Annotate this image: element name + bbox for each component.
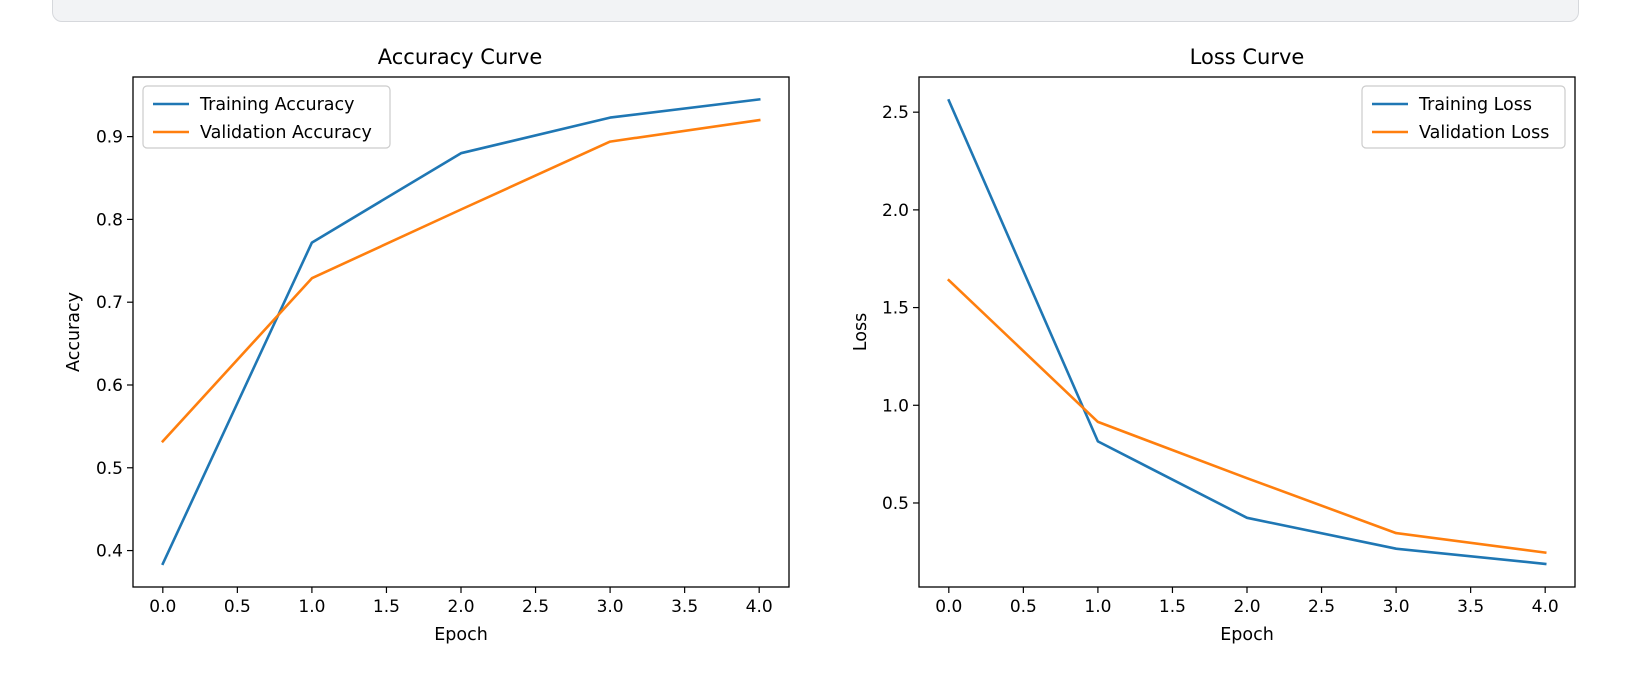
x-tick-label: 3.0 <box>597 597 624 617</box>
legend-label: Training Accuracy <box>199 95 355 115</box>
y-tick-label: 0.8 <box>96 210 123 230</box>
x-tick-label: 1.0 <box>1084 597 1111 617</box>
x-tick-label: 0.5 <box>224 597 251 617</box>
validation-accuracy-line <box>160 118 761 444</box>
training-accuracy-line <box>161 97 761 566</box>
legend-box <box>142 85 391 149</box>
y-axis-label: Loss <box>851 313 871 351</box>
x-tick-label: 0.5 <box>1010 597 1037 617</box>
y-tick-label: 2.5 <box>882 103 909 123</box>
x-tick-label: 2.5 <box>522 597 549 617</box>
y-tick-label: 1.0 <box>882 396 909 416</box>
legend-label: Validation Accuracy <box>200 123 372 143</box>
x-tick-label: 4.0 <box>746 597 773 617</box>
legend: Training Accuracy Validation Accuracy <box>142 85 391 149</box>
y-tick-label: 0.5 <box>882 494 909 514</box>
plot-area-frame <box>918 76 1576 588</box>
y-tick-label: 0.9 <box>96 128 123 148</box>
x-tick-label: 3.5 <box>1457 597 1484 617</box>
chart-title: Loss Curve <box>1190 45 1305 69</box>
x-tick-label: 1.5 <box>1159 597 1186 617</box>
y-tick-label: 0.4 <box>96 542 123 562</box>
x-tick-label: 1.5 <box>373 597 400 617</box>
x-tick-label: 2.0 <box>447 597 474 617</box>
legend-label: Training Loss <box>1418 95 1532 115</box>
x-tick-label: 2.5 <box>1308 597 1335 617</box>
x-tick-label: 0.0 <box>935 597 962 617</box>
y-tick-label: 2.0 <box>882 201 909 221</box>
accuracy-chart: Accuracy Curve 0.0 0.5 1.0 1.5 2.0 2.5 3.0 3.5 4… <box>64 45 790 645</box>
x-tick-label: 3.5 <box>671 597 698 617</box>
x-tick-label: 0.0 <box>149 597 176 617</box>
y-tick-label: 0.5 <box>96 459 123 479</box>
chart-title: Accuracy Curve <box>378 45 543 69</box>
y-tick-label: 1.5 <box>882 299 909 319</box>
plot-area-frame <box>132 76 790 588</box>
x-axis-label: Epoch <box>434 625 488 645</box>
notebook-cell-frame <box>52 0 1579 22</box>
training-loss-line <box>947 98 1547 566</box>
x-tick-label: 3.0 <box>1383 597 1410 617</box>
legend: Training Loss Validation Loss <box>1361 85 1566 149</box>
y-tick-label: 0.7 <box>96 293 123 313</box>
validation-loss-line <box>946 278 1547 555</box>
legend-box <box>1361 85 1566 149</box>
x-tick-label: 2.0 <box>1233 597 1260 617</box>
y-tick-label: 0.6 <box>96 376 123 396</box>
y-axis-label: Accuracy <box>64 292 84 372</box>
x-tick-label: 4.0 <box>1532 597 1559 617</box>
x-tick-label: 1.0 <box>298 597 325 617</box>
loss-chart: Loss Curve 0.0 0.5 1.0 1.5 2.0 2.5 3.0 3.5 4.0 0… <box>851 45 1576 645</box>
legend-label: Validation Loss <box>1419 123 1549 143</box>
x-axis-label: Epoch <box>1220 625 1274 645</box>
